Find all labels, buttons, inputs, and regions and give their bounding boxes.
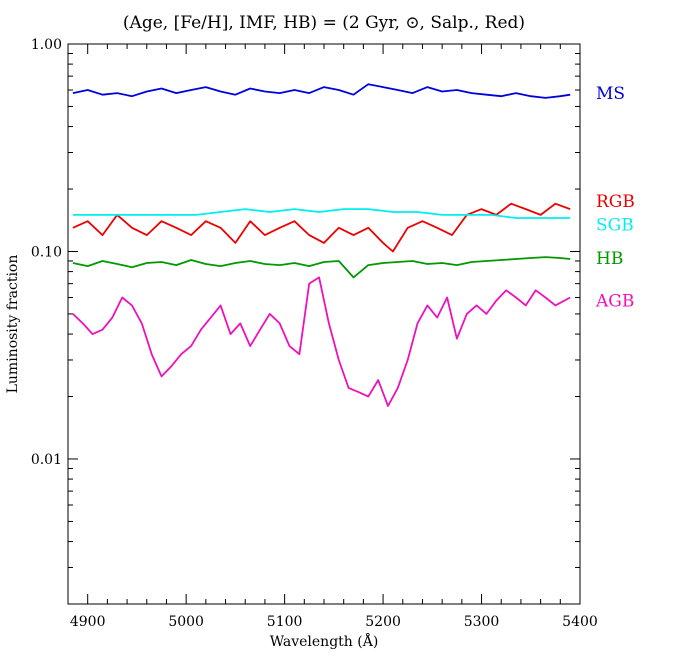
x-tick-label: 5400 — [562, 614, 598, 630]
series-line-sgb — [72, 208, 571, 219]
series-label-rgb: RGB — [596, 192, 635, 212]
y-tick-label: 0.01 — [31, 452, 62, 468]
series-labels: MS RGB SGB HB AGB — [595, 84, 635, 311]
series-line-rgb — [72, 202, 571, 253]
x-tick-label: 5100 — [267, 614, 303, 630]
x-tick-label: 5000 — [168, 614, 204, 630]
x-tick-label: 4900 — [70, 614, 106, 630]
x-axis-label: Wavelength (Å) — [270, 632, 379, 650]
y-tick-label: 0.10 — [31, 244, 62, 260]
x-tick-label: 5200 — [365, 614, 401, 630]
series-line-hb — [72, 256, 571, 279]
series-label-ms: MS — [596, 84, 625, 104]
chart-title: (Age, [Fe/H], IMF, HB) = (2 Gyr, ⊙, Salp… — [123, 13, 525, 33]
y-axis-label: Luminosity fraction — [5, 255, 21, 394]
y-axis: 1.00 0.10 0.01 — [31, 37, 580, 605]
x-axis: 4900 5000 5100 5200 5300 5400 — [67, 44, 598, 630]
x-tick-label: 5300 — [464, 614, 500, 630]
series-label-sgb: SGB — [596, 215, 634, 235]
series-line-ms — [72, 83, 571, 99]
series-label-hb: HB — [596, 249, 623, 269]
plot-frame — [67, 43, 581, 605]
series-line-agb — [72, 276, 571, 407]
series-group — [72, 83, 571, 407]
y-tick-label: 1.00 — [31, 37, 62, 53]
series-label-agb: AGB — [595, 292, 634, 312]
